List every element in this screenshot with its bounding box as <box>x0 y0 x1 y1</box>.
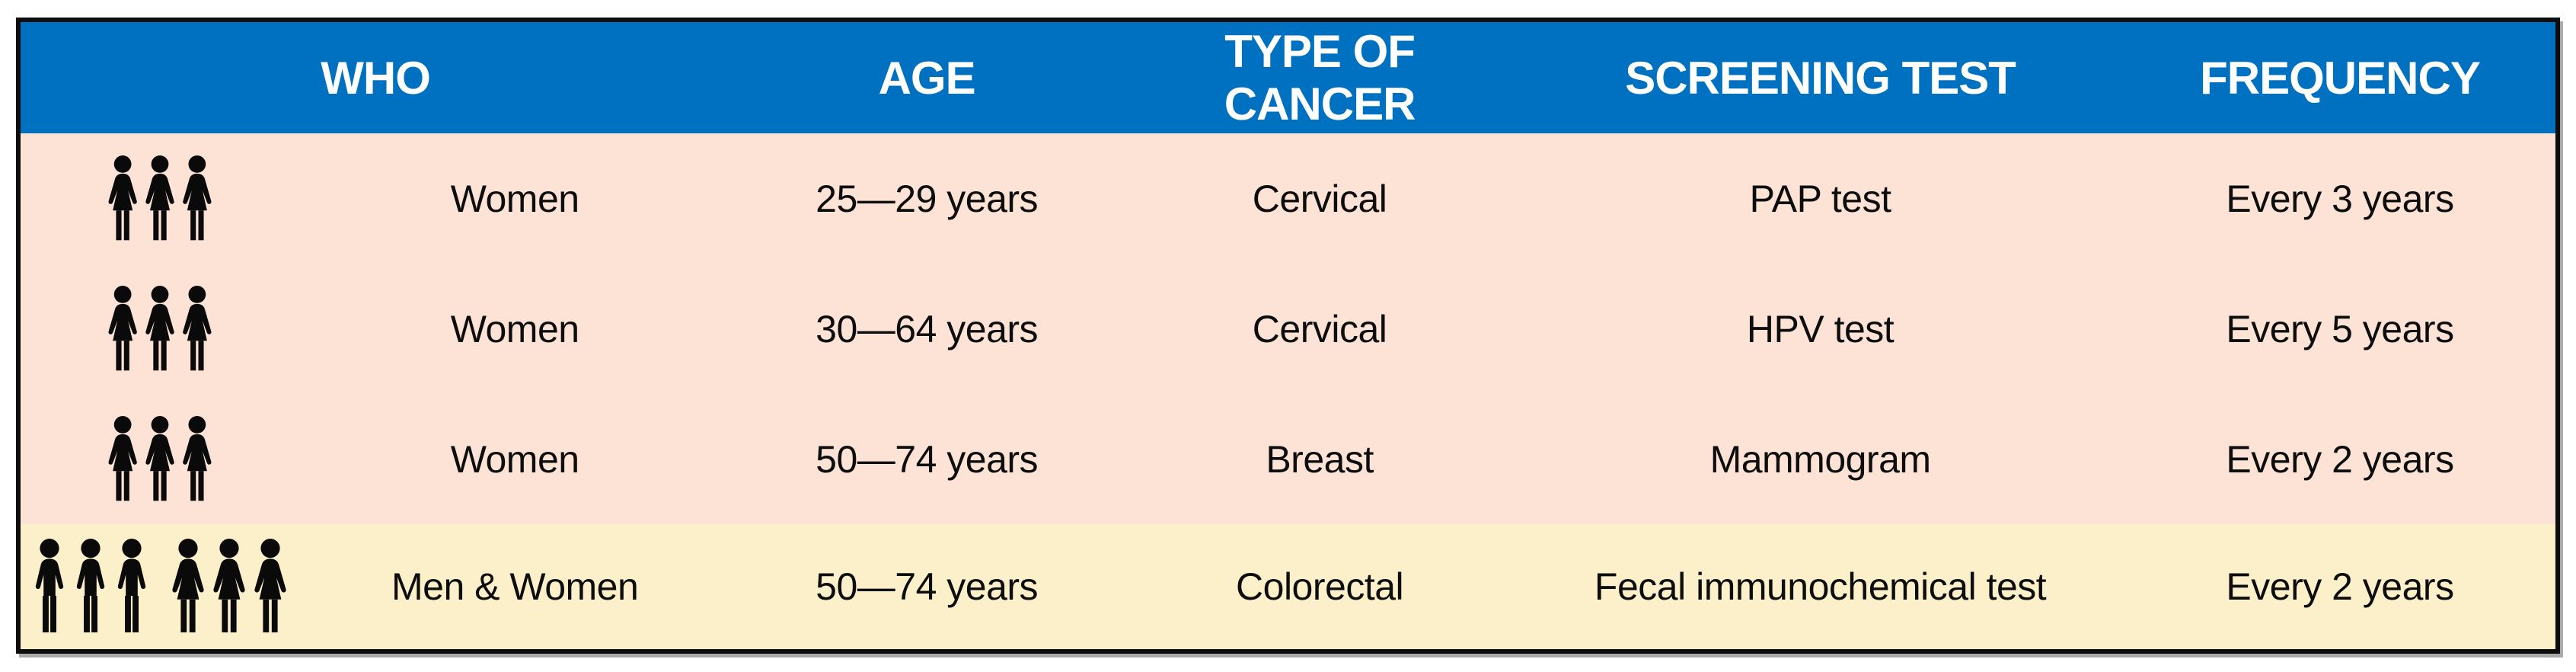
cell-frequency: Every 3 years <box>2226 177 2454 220</box>
column-header-frequency: FREQUENCY <box>2200 52 2481 104</box>
cell-frequency: Every 5 years <box>2226 307 2454 350</box>
cell-age: 50—74 years <box>816 437 1039 481</box>
cell-frequency: Every 2 years <box>2226 565 2454 608</box>
column-header-type-of-cancer: TYPE OF CANCER <box>1224 26 1416 130</box>
cell-who: Women <box>450 437 579 481</box>
who-icon-cell <box>21 133 299 264</box>
cell-frequency: Every 2 years <box>2226 437 2454 481</box>
table-row: Women 30—64 years Cervical HPV test Ever… <box>21 264 2555 394</box>
who-icon-cell <box>21 394 299 524</box>
table-header-row: WHO AGE TYPE OF CANCER SCREENING TEST FR… <box>21 22 2555 133</box>
women-group-icon <box>165 537 293 636</box>
women-group-icon <box>102 413 218 506</box>
women-group-icon <box>102 283 218 376</box>
column-header-who: WHO <box>321 52 431 104</box>
cell-age: 50—74 years <box>816 565 1039 608</box>
who-icon-cell <box>21 524 299 649</box>
cell-screening-test: Fecal immunochemical test <box>1594 565 2047 608</box>
screening-table: WHO AGE TYPE OF CANCER SCREENING TEST FR… <box>16 18 2560 654</box>
cell-age: 30—64 years <box>816 307 1039 350</box>
who-icon-cell <box>21 264 299 394</box>
cell-who: Men & Women <box>391 565 639 608</box>
women-group-icon <box>102 152 218 245</box>
men-group-icon <box>27 537 155 636</box>
table-row: Men & Women 50—74 years Colorectal Fecal… <box>21 524 2555 649</box>
cell-who: Women <box>450 307 579 350</box>
column-header-age: AGE <box>878 52 976 104</box>
cell-cancer-type: Colorectal <box>1236 565 1404 608</box>
cell-screening-test: Mammogram <box>1709 437 1931 481</box>
table-row: Women 25—29 years Cervical PAP test Ever… <box>21 133 2555 264</box>
table-row: Women 50—74 years Breast Mammogram Every… <box>21 394 2555 524</box>
cell-cancer-type: Breast <box>1266 437 1374 481</box>
cell-screening-test: PAP test <box>1749 177 1891 220</box>
cell-screening-test: HPV test <box>1746 307 1894 350</box>
cell-cancer-type: Cervical <box>1252 177 1387 220</box>
men-and-women-group-icon <box>27 537 293 636</box>
column-header-screening-test: SCREENING TEST <box>1625 52 2016 104</box>
cell-who: Women <box>450 177 579 220</box>
cell-age: 25—29 years <box>816 177 1039 220</box>
cell-cancer-type: Cervical <box>1252 307 1387 350</box>
